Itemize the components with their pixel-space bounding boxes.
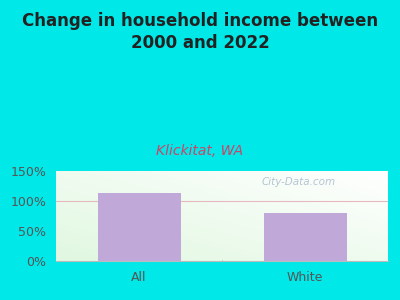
Text: City-Data.com: City-Data.com (262, 177, 336, 187)
Bar (264, 213, 346, 261)
Text: Klickitat, WA: Klickitat, WA (156, 144, 244, 158)
Text: Change in household income between
2000 and 2022: Change in household income between 2000 … (22, 12, 378, 52)
Bar (98, 193, 180, 261)
